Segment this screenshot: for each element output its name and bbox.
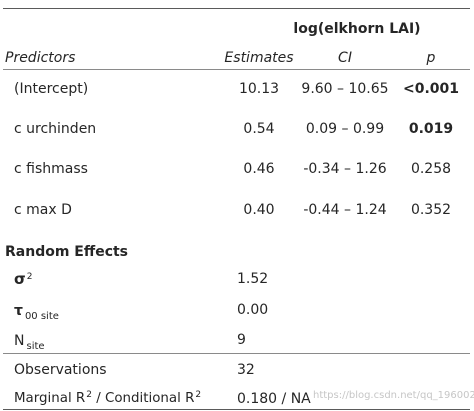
- p-value: 0.352: [410, 202, 452, 218]
- tau-label: τ 00 site: [14, 302, 59, 322]
- bottom-rule: [3, 409, 470, 410]
- p-value: 0.019: [408, 121, 454, 137]
- tau-value: 0.00: [237, 302, 269, 318]
- p-value: <0.001: [402, 81, 460, 97]
- marginal-r2-text: Marginal R: [14, 391, 86, 406]
- ci-value: 9.60 – 10.65: [301, 81, 389, 97]
- sigma-squared-label: σ2: [14, 271, 32, 287]
- p-value: 0.258: [410, 161, 452, 177]
- estimate-value: 10.13: [238, 81, 280, 97]
- watermark: https://blog.csdn.net/qq_19600291: [313, 390, 474, 401]
- conditional-r2-exponent: 2: [195, 390, 202, 400]
- n-subscript: site: [26, 341, 45, 352]
- ci-value: -0.34 – 1.26: [303, 161, 387, 177]
- tau-symbol: τ: [14, 303, 23, 319]
- predictor-name: c max D: [14, 202, 72, 218]
- r-squared-label: Marginal R2 / Conditional R2: [14, 390, 202, 406]
- sigma-exponent: 2: [26, 272, 33, 282]
- predictor-name: (Intercept): [14, 81, 89, 97]
- p-header: p: [426, 50, 436, 66]
- dependent-variable-title: log(elkhorn LAI): [293, 21, 421, 37]
- estimate-value: 0.54: [243, 121, 275, 137]
- predictors-header: Predictors: [5, 50, 76, 66]
- observations-value: 32: [237, 362, 255, 378]
- predictor-name: c urchinden: [14, 121, 97, 137]
- ci-value: 0.09 – 0.99: [305, 121, 385, 137]
- tau-subscript: 00 site: [24, 311, 59, 322]
- ci-value: -0.44 – 1.24: [303, 202, 387, 218]
- observations-label: Observations: [14, 362, 107, 378]
- estimate-value: 0.46: [243, 161, 275, 177]
- r-squared-value: 0.180 / NA: [237, 391, 311, 407]
- top-rule: [3, 8, 470, 9]
- n-site-value: 9: [237, 332, 246, 348]
- marginal-r2-exponent: 2: [86, 390, 92, 400]
- header-rule: [3, 69, 470, 70]
- conditional-r2-text: / Conditional R: [91, 391, 195, 406]
- estimates-header: Estimates: [224, 50, 294, 66]
- n-symbol: N: [14, 333, 25, 349]
- random-effects-heading: Random Effects: [5, 244, 129, 260]
- random-effects-rule: [3, 353, 470, 354]
- sigma-symbol: σ: [14, 270, 26, 288]
- predictor-name: c fishmass: [14, 161, 88, 177]
- ci-header: CI: [338, 50, 352, 66]
- sigma-squared-value: 1.52: [237, 271, 269, 287]
- estimate-value: 0.40: [243, 202, 275, 218]
